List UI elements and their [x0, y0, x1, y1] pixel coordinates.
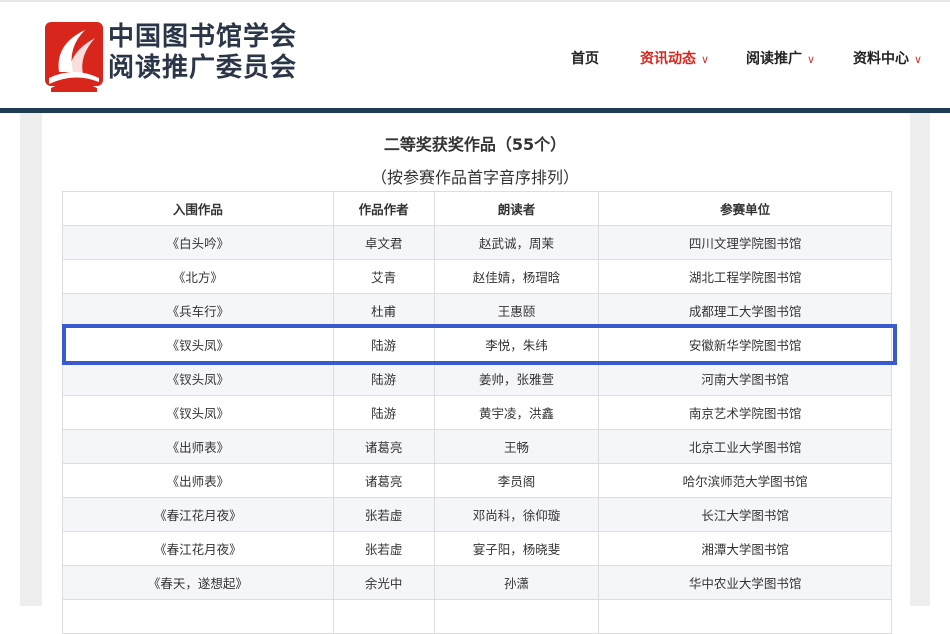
- cell-reader: 宴子阳，杨晓斐: [433, 531, 600, 566]
- top-border: [0, 0, 950, 2]
- cell-author: 艾青: [332, 259, 435, 294]
- cell-work: 《春天，遂想起》: [62, 565, 334, 600]
- table-row: 《白头吟》 卓文君 赵武诚，周茉 四川文理学院图书馆: [62, 225, 892, 260]
- col-work: 入围作品: [62, 191, 334, 226]
- cell-reader: 姜帅，张雅萱: [433, 361, 600, 396]
- highlight-box: [62, 324, 897, 365]
- table-header: 入围作品 作品作者 朗读者 参赛单位: [62, 191, 892, 226]
- cell-unit: 安徽新华学院图书馆: [598, 327, 892, 362]
- cell-author: 陆游: [332, 395, 435, 430]
- cell-work: 《钗头凤》: [62, 327, 334, 362]
- cell-author: 诸葛亮: [332, 463, 435, 498]
- cell-reader: 赵武诚，周茉: [433, 225, 600, 260]
- nav-label: 资料中心: [853, 51, 909, 67]
- cell-reader: [433, 599, 600, 634]
- cell-author: 张若虚: [332, 497, 435, 532]
- cell-reader: 王惠颐: [433, 293, 600, 328]
- col-reader: 朗读者: [433, 191, 600, 226]
- cell-unit: 成都理工大学图书馆: [598, 293, 892, 328]
- col-author: 作品作者: [332, 191, 435, 226]
- cell-unit: 南京艺术学院图书馆: [598, 395, 892, 430]
- table-row: 《钗头凤》 陆游 黄宇凌，洪鑫 南京艺术学院图书馆: [62, 395, 892, 430]
- cell-work: 《春江花月夜》: [62, 531, 334, 566]
- col-unit: 参赛单位: [598, 191, 892, 226]
- section-title: 二等奖获奖作品（55个）: [383, 135, 567, 154]
- section-subtitle: （按参赛作品首字音序排列）: [370, 168, 579, 187]
- cell-unit: 四川文理学院图书馆: [598, 225, 892, 260]
- table-row: 《北方》 艾青 赵佳婧，杨瑁晗 湖北工程学院图书馆: [62, 259, 892, 294]
- cell-author: 余光中: [332, 565, 435, 600]
- cell-author: 陆游: [332, 361, 435, 396]
- awards-table: 入围作品 作品作者 朗读者 参赛单位 《白头吟》 卓文君 赵武诚，周茉 四川文理学院图…: [62, 191, 892, 634]
- nav-reading[interactable]: 阅读推广 ∨: [746, 48, 815, 68]
- table-row: 《兵车行》 杜甫 王惠颐 成都理工大学图书馆: [62, 293, 892, 328]
- cell-unit: 河南大学图书馆: [598, 361, 892, 396]
- cell-author: 张若虚: [332, 531, 435, 566]
- header-divider: [0, 108, 950, 113]
- cell-work: 《春江花月夜》: [62, 497, 334, 532]
- cell-unit: 华中农业大学图书馆: [598, 565, 892, 600]
- logo-line-1: 中国图书馆学会: [108, 22, 298, 52]
- cell-author: 杜甫: [332, 293, 435, 328]
- table-row: 《春江花月夜》 张若虚 宴子阳，杨晓斐 湘潭大学图书馆: [62, 531, 892, 566]
- table-row: 《出师表》 诸葛亮 王畅 北京工业大学图书馆: [62, 429, 892, 464]
- logo-line-2: 阅读推广委员会: [108, 53, 298, 83]
- table-row: 《春江花月夜》 张若虚 邓尚科，徐仰璇 长江大学图书馆: [62, 497, 892, 532]
- site-header: 中国图书馆学会 阅读推广委员会 首页 资讯动态 ∨ 阅读推广 ∨ 资料中心 ∨: [0, 2, 950, 108]
- cell-work: 《钗头凤》: [62, 395, 334, 430]
- nav-label: 首页: [571, 51, 599, 67]
- cell-work: 《兵车行》: [62, 293, 334, 328]
- cell-unit: 哈尔滨师范大学图书馆: [598, 463, 892, 498]
- table-row: 《钗头凤》 陆游 姜帅，张雅萱 河南大学图书馆: [62, 361, 892, 396]
- cell-unit: 北京工业大学图书馆: [598, 429, 892, 464]
- cell-reader: 黄宇凌，洪鑫: [433, 395, 600, 430]
- cell-unit: 长江大学图书馆: [598, 497, 892, 532]
- cell-unit: 湖北工程学院图书馆: [598, 259, 892, 294]
- nav-news[interactable]: 资讯动态 ∨: [640, 48, 709, 68]
- nav-home[interactable]: 首页: [571, 48, 599, 68]
- cell-reader: 王畅: [433, 429, 600, 464]
- table-row: 《春天，遂想起》 余光中 孙潇 华中农业大学图书馆: [62, 565, 892, 600]
- cell-author: [332, 599, 435, 634]
- cell-author: 诸葛亮: [332, 429, 435, 464]
- table-row: 《出师表》 诸葛亮 李员阁 哈尔滨师范大学图书馆: [62, 463, 892, 498]
- nav-label: 资讯动态: [640, 51, 696, 67]
- chevron-down-icon: ∨: [701, 53, 710, 66]
- cell-author: 卓文君: [332, 225, 435, 260]
- cell-unit: [598, 599, 892, 634]
- cell-reader: 李员阁: [433, 463, 600, 498]
- chevron-down-icon: ∨: [914, 53, 923, 66]
- cell-work: 《钗头凤》: [62, 361, 334, 396]
- cell-work: 《出师表》: [62, 429, 334, 464]
- cell-reader: 赵佳婧，杨瑁晗: [433, 259, 600, 294]
- cell-unit: 湘潭大学图书馆: [598, 531, 892, 566]
- cell-reader: 邓尚科，徐仰璇: [433, 497, 600, 532]
- nav-resources[interactable]: 资料中心 ∨: [853, 48, 922, 68]
- logo-icon[interactable]: [45, 22, 103, 92]
- cell-reader: 孙潇: [433, 565, 600, 600]
- logo-text[interactable]: 中国图书馆学会 阅读推广委员会: [108, 22, 297, 84]
- cell-work: 《白头吟》: [62, 225, 334, 260]
- nav-label: 阅读推广: [746, 51, 802, 67]
- cell-work: 《出师表》: [62, 463, 334, 498]
- chevron-down-icon: ∨: [807, 53, 816, 66]
- cell-work: [62, 599, 334, 634]
- table-row: [62, 599, 892, 634]
- cell-work: 《北方》: [62, 259, 334, 294]
